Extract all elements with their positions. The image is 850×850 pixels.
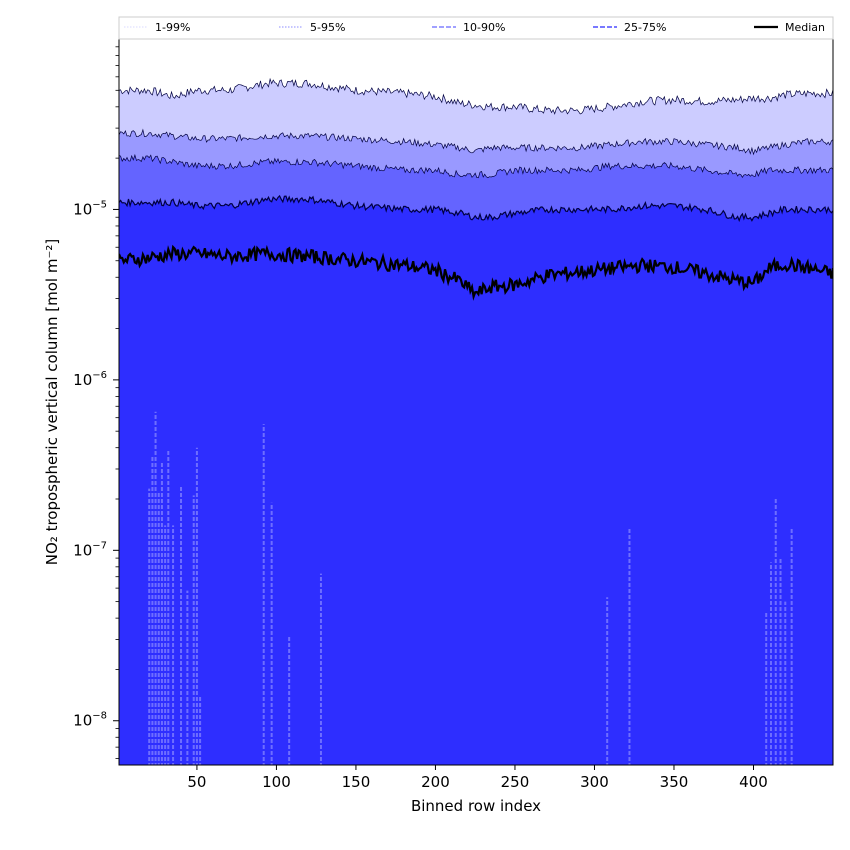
x-tick-label-100: 100 xyxy=(262,773,291,791)
y-tick-label-1: 10−7 xyxy=(73,540,107,559)
x-tick-label-300: 300 xyxy=(580,773,609,791)
x-axis: 50 100 150 200 250 300 350 400 xyxy=(187,765,768,791)
median-line xyxy=(119,244,833,301)
band-5-95-edge xyxy=(119,128,833,156)
x-tick-label-200: 200 xyxy=(421,773,450,791)
band-outer-edge xyxy=(119,77,833,115)
y-tick-exponent-2: −6 xyxy=(92,370,107,381)
plot-area xyxy=(119,39,833,765)
y-tick-exponent-1: −7 xyxy=(92,540,107,551)
x-tick-label-350: 350 xyxy=(660,773,689,791)
legend-frame xyxy=(118,16,834,40)
x-tick-label-150: 150 xyxy=(342,773,371,791)
legend-label-4: Median xyxy=(785,21,825,34)
legend: 1-99% 5-95% 10-90% 25-75% Median xyxy=(118,16,834,40)
y-axis: 10−8 10−7 10−6 10−5 xyxy=(73,46,119,759)
y-tick-exponent-0: −8 xyxy=(92,711,107,722)
band-25-75-edge xyxy=(119,194,833,223)
x-tick-label-250: 250 xyxy=(501,773,530,791)
y-tick-label-2: 10−6 xyxy=(73,370,107,389)
legend-label-2: 10-90% xyxy=(463,21,505,34)
legend-label-3: 25-75% xyxy=(624,21,666,34)
y-tick-exponent-3: −5 xyxy=(92,199,107,210)
x-tick-label-400: 400 xyxy=(739,773,768,791)
x-tick-label-50: 50 xyxy=(187,773,206,791)
legend-label-1: 5-95% xyxy=(310,21,345,34)
x-axis-label: Binned row index xyxy=(411,797,541,815)
band-10-90-edge xyxy=(119,153,833,179)
legend-label-0: 1-99% xyxy=(155,21,190,34)
y-axis-label: NO₂ tropospheric vertical column [mol m⁻… xyxy=(43,239,61,565)
band-25-75 xyxy=(119,195,833,765)
y-tick-label-0: 10−8 xyxy=(73,711,107,730)
y-tick-label-3: 10−5 xyxy=(73,199,107,218)
